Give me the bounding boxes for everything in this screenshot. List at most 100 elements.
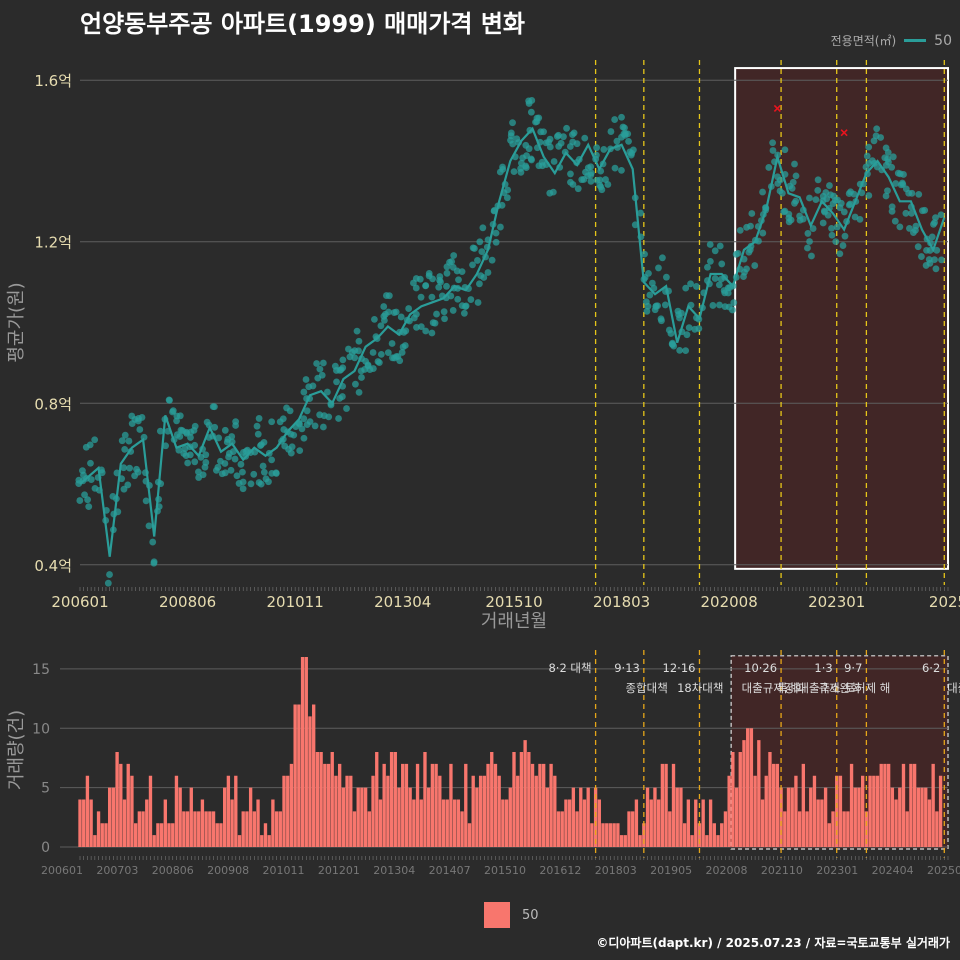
scatter-point: [239, 485, 247, 493]
scatter-point: [574, 185, 582, 193]
scatter-point: [931, 256, 938, 264]
volume-bar: [256, 799, 260, 847]
x-tick-label-bottom: 200806: [152, 864, 194, 877]
scatter-point: [351, 354, 359, 362]
scatter-point: [704, 263, 711, 271]
scatter-point: [136, 426, 144, 433]
x-tick-label-bottom: 201201: [318, 864, 360, 877]
scatter-point: [509, 119, 516, 127]
volume-bar: [849, 763, 854, 847]
scatter-point: [865, 143, 873, 151]
scatter-point: [191, 441, 199, 449]
scatter-point: [106, 571, 113, 578]
scatter-point: [428, 329, 436, 337]
scatter-point: [769, 139, 777, 147]
scatter-point: [239, 478, 247, 486]
scatter-point: [563, 124, 570, 132]
volume-bar: [757, 740, 761, 847]
scatter-point: [296, 447, 304, 455]
volume-bar: [286, 775, 290, 847]
scatter-point: [831, 196, 839, 204]
volume-bar: [642, 823, 646, 847]
scatter-point: [840, 208, 848, 216]
volume-bar: [749, 728, 754, 847]
volume-bar: [734, 787, 739, 847]
scatter-point: [824, 211, 832, 219]
scatter-point: [302, 376, 310, 383]
highlight-region: [734, 67, 950, 570]
volume-bar: [712, 823, 716, 847]
scatter-point: [513, 135, 521, 143]
scatter-point: [479, 224, 487, 232]
scatter-point: [303, 407, 311, 415]
scatter-point: [173, 417, 180, 425]
volume-bar: [564, 799, 568, 847]
scatter-point: [751, 262, 759, 269]
scatter-point: [201, 463, 209, 471]
volume-bar: [523, 740, 527, 847]
volume-bar: [809, 787, 813, 847]
volume-bar: [679, 787, 683, 847]
scatter-point: [142, 497, 150, 505]
volume-bar: [731, 752, 735, 847]
scatter-point: [402, 327, 410, 335]
scatter-point: [254, 430, 262, 438]
scatter-point: [79, 467, 86, 475]
scatter-point: [509, 140, 517, 148]
scatter-point: [121, 431, 129, 439]
x-tick-label: 201803: [593, 593, 650, 611]
volume-bar: [126, 763, 130, 847]
scatter-point: [290, 431, 298, 439]
volume-bar: [456, 799, 461, 847]
scatter-point: [250, 470, 258, 478]
scatter-point: [319, 423, 327, 431]
volume-bar: [434, 763, 438, 847]
volume-bar: [341, 787, 346, 847]
policy-annotation-label: 대출: [947, 681, 960, 695]
volume-bar: [853, 787, 857, 847]
scatter-point: [937, 211, 945, 219]
scatter-point: [888, 163, 896, 171]
volume-bar: [178, 787, 182, 847]
x-tick-label-bottom: 201304: [373, 864, 415, 877]
scatter-point: [841, 232, 849, 240]
legend-series-label: 50: [934, 32, 952, 49]
y-axis-title: 평균가(원): [6, 282, 27, 362]
x-tick-label-bottom: 201510: [484, 864, 526, 877]
policy-annotation-label: 18차대책: [677, 681, 723, 695]
volume-bar: [356, 787, 360, 847]
scatter-point: [339, 356, 347, 364]
volume-bar: [137, 811, 142, 847]
scatter-point: [882, 192, 890, 200]
volume-bar: [449, 763, 453, 847]
volume-bar: [935, 811, 939, 847]
scatter-point: [718, 260, 726, 268]
volume-bar: [504, 799, 509, 847]
volume-bar: [764, 775, 768, 847]
volume-bar: [419, 799, 423, 847]
scatter-point: [425, 270, 433, 277]
volume-bar: [705, 835, 709, 847]
scatter-point: [732, 250, 740, 258]
scatter-point: [729, 306, 736, 314]
x-tick-label-bottom: 202507: [927, 864, 960, 877]
volume-bar: [820, 799, 824, 847]
scatter-point: [522, 162, 530, 170]
scatter-point: [138, 414, 146, 421]
scatter-point: [162, 442, 170, 450]
x-tick-label: 202301: [808, 593, 865, 611]
footer-credit: ©디아파트(dapt.kr) / 2025.07.23 / 자료=국토교통부 실…: [596, 936, 950, 950]
scatter-point: [546, 135, 554, 143]
volume-bar: [382, 763, 386, 847]
scatter-point: [896, 223, 904, 231]
scatter-point: [746, 246, 754, 254]
volume-bar: [905, 811, 909, 847]
scatter-point: [268, 418, 276, 426]
scatter-point: [211, 423, 219, 431]
volume-bar: [163, 799, 167, 847]
scatter-point: [364, 362, 372, 370]
scatter-point: [462, 302, 470, 310]
scatter-point: [618, 113, 625, 121]
volume-bar: [122, 799, 127, 847]
scatter-point: [412, 284, 420, 292]
